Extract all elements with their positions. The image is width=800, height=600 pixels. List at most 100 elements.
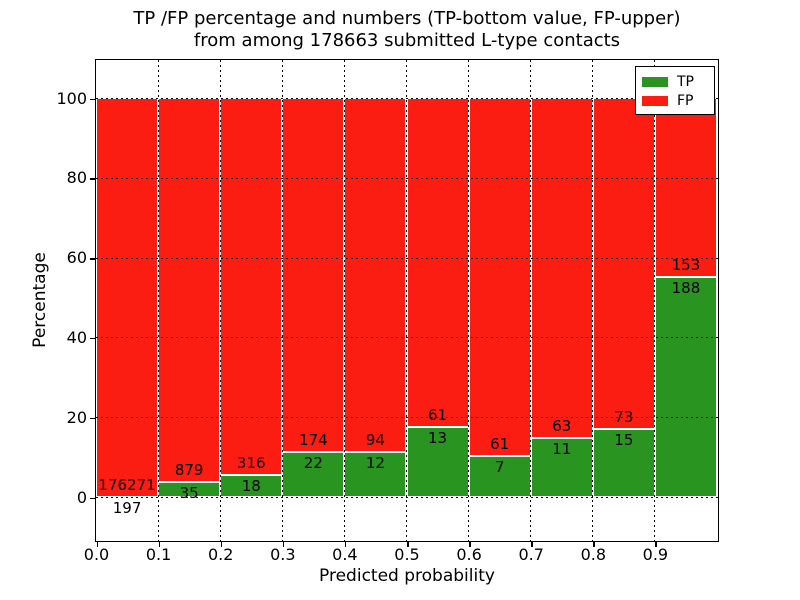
gridline-x-0.1	[157, 60, 159, 541]
ytick-mark-60	[90, 258, 95, 260]
legend-item-tp: TP	[642, 72, 708, 91]
xtick-mark-0.2	[220, 542, 223, 547]
ytick-label-40: 40	[66, 327, 87, 347]
gridline-x-0.9	[654, 60, 656, 541]
ytick-label-0: 0	[76, 487, 87, 507]
bar-segment-tp-6	[468, 455, 531, 497]
tp-count-label-6: 7	[494, 457, 505, 476]
xtick-label-0.0: 0.0	[83, 545, 110, 564]
bar-segment-fp-5	[406, 98, 469, 427]
xtick-mark-0.1	[158, 542, 161, 547]
legend: TP FP	[635, 66, 715, 115]
plot-area: 176271 197 879 35 316 18 174 22 94 12 61 13 61 7 63 11 7…	[95, 59, 719, 542]
gridline-y-100	[96, 98, 718, 99]
ytick-label-60: 60	[66, 248, 87, 268]
x-axis-label: Predicted probability	[319, 566, 495, 586]
bar-segment-fp-3	[282, 98, 345, 453]
fp-count-label-1: 879	[174, 460, 204, 479]
ytick-mark-0	[90, 497, 95, 499]
gridline-x-0.2	[219, 60, 221, 541]
bar-segment-tp-3	[282, 452, 345, 497]
gridline-x-0.4	[343, 60, 345, 541]
tp-count-label-2: 18	[241, 477, 261, 496]
gridline-x-0.3	[281, 60, 283, 541]
legend-item-fp: FP	[642, 91, 708, 110]
xtick-label-0.2: 0.2	[207, 545, 234, 564]
tp-count-label-5: 13	[428, 428, 448, 447]
xtick-label-0.4: 0.4	[332, 545, 358, 564]
tp-count-label-3: 22	[303, 454, 323, 473]
chart-title-line1: TP /FP percentage and numbers (TP-bottom…	[133, 8, 681, 29]
legend-label-tp: TP	[677, 73, 694, 90]
xtick-mark-0.0	[96, 542, 98, 547]
xtick-label-0.5: 0.5	[394, 545, 420, 564]
ytick-mark-80	[90, 178, 95, 180]
bar-segment-tp-1	[158, 481, 221, 497]
fp-count-label-9: 153	[671, 256, 701, 275]
bar-segment-tp-5	[406, 426, 469, 497]
ytick-label-20: 20	[66, 407, 87, 427]
bar-segment-fp-0	[96, 98, 159, 497]
gridline-x-0.5	[406, 60, 407, 541]
chart-title: TP /FP percentage and numbers (TP-bottom…	[95, 8, 719, 52]
gridline-y-40	[96, 337, 718, 339]
ytick-mark-100	[90, 98, 95, 100]
xtick-mark-0.7	[531, 542, 533, 547]
gridline-y-60	[96, 257, 718, 259]
xtick-label-0.9: 0.9	[642, 545, 669, 564]
xtick-label-0.7: 0.7	[518, 545, 544, 564]
gridline-y-80	[96, 177, 718, 179]
xtick-mark-0.9	[655, 542, 657, 547]
fp-count-label-8: 73	[614, 407, 634, 426]
bar-segment-fp-4	[344, 98, 407, 452]
gridline-x-0.7	[530, 60, 532, 541]
bar-segment-fp-1	[158, 98, 221, 482]
bar-segment-fp-7	[530, 98, 593, 438]
fp-count-label-3: 174	[299, 431, 328, 450]
fp-count-label-5: 61	[428, 405, 448, 424]
legend-swatch-tp	[642, 76, 668, 87]
fp-count-label-2: 316	[236, 454, 266, 473]
bar-segment-fp-6	[468, 98, 531, 456]
xtick-mark-0.5	[407, 542, 409, 547]
tp-count-label-8: 15	[614, 430, 634, 449]
ytick-mark-40	[90, 337, 95, 340]
ytick-label-80: 80	[66, 168, 87, 188]
bar-segment-tp-8	[592, 428, 655, 497]
tp-count-label-1: 35	[179, 483, 199, 502]
tp-count-label-4: 12	[365, 453, 385, 472]
bar-segment-tp-2	[220, 475, 283, 497]
bar-segment-tp-4	[344, 451, 407, 497]
tp-count-label-9: 188	[671, 279, 701, 298]
xtick-mark-0.3	[282, 542, 285, 547]
plot-inner: 176271 197 879 35 316 18 174 22 94 12 61 13 61 7 63 11 7…	[96, 60, 718, 541]
tp-count-label-7: 11	[552, 439, 572, 458]
gridline-y-20	[96, 417, 718, 419]
legend-swatch-fp	[642, 95, 668, 106]
bar-segment-fp-8	[592, 98, 655, 429]
fp-count-label-7: 63	[552, 416, 572, 435]
xtick-label-0.1: 0.1	[145, 545, 172, 564]
chart-title-line2: from among 178663 submitted L-type conta…	[193, 30, 621, 51]
xtick-label-0.3: 0.3	[270, 545, 296, 564]
gridline-x-0.6	[468, 60, 470, 541]
xtick-label-0.6: 0.6	[456, 545, 482, 564]
gridline-x-0.8	[592, 60, 594, 541]
bar-segment-fp-2	[220, 98, 283, 476]
xtick-mark-0.6	[469, 542, 471, 547]
ytick-mark-20	[90, 417, 95, 420]
fp-count-label-0: 176271	[98, 475, 156, 494]
xtick-mark-0.4	[344, 542, 347, 547]
bar-segment-tp-9	[654, 277, 717, 497]
xtick-label-0.8: 0.8	[580, 545, 607, 564]
bar-segment-fp-9	[654, 98, 717, 278]
ytick-label-100: 100	[56, 88, 87, 108]
fp-count-label-6: 61	[490, 434, 510, 453]
legend-label-fp: FP	[677, 92, 694, 109]
tp-count-label-0: 197	[112, 498, 142, 517]
gridline-y-0	[96, 497, 718, 498]
xtick-mark-0.8	[593, 542, 595, 547]
bar-segment-tp-7	[530, 437, 593, 497]
fp-count-label-4: 94	[365, 430, 385, 449]
